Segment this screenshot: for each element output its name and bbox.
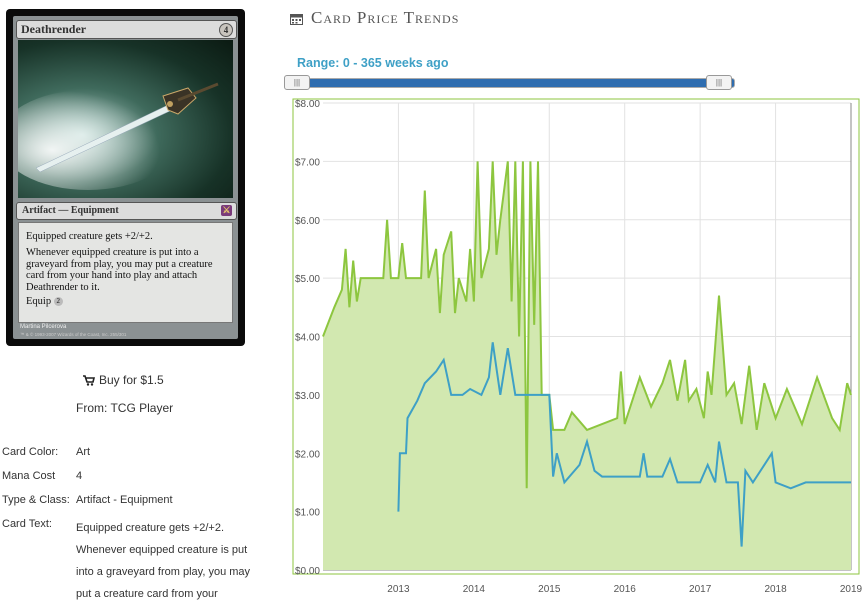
x-tick-label: 2018 — [764, 584, 787, 595]
card-color-value: Art — [76, 446, 91, 458]
x-tick-label: 2014 — [463, 584, 486, 595]
y-tick-label: $3.00 — [295, 391, 320, 402]
y-tick-label: $0.00 — [295, 566, 320, 577]
card-color-label: Card Color: — [2, 446, 59, 458]
card-name: Deathrender — [21, 22, 87, 36]
buy-label[interactable]: Buy for $1.5 — [99, 373, 164, 387]
chart-frame — [292, 98, 860, 575]
range-slider-handle-max[interactable]: ||| — [706, 75, 732, 90]
y-tick-label: $4.00 — [295, 333, 320, 344]
equip-label: Equip — [26, 296, 52, 307]
y-tick-label: $1.00 — [295, 508, 320, 519]
range-slider-handle-min[interactable]: ||| — [284, 75, 310, 90]
card-text-line1: Equipped creature gets +2/+2. — [26, 231, 153, 242]
set-symbol-icon: ⚔ — [221, 205, 232, 216]
price-trends-title-text: Card Price Trends — [311, 8, 460, 27]
y-tick-label: $2.00 — [295, 449, 320, 460]
series-blue-line — [397, 342, 851, 547]
buy-link[interactable]: Buy for $1.5 — [83, 373, 164, 387]
y-tick-label: $5.00 — [295, 274, 320, 285]
sword-art-icon — [18, 82, 219, 190]
calendar-icon — [290, 14, 303, 26]
x-tick-label: 2017 — [689, 584, 712, 595]
y-tick-label: $7.00 — [295, 157, 320, 168]
x-tick-label: 2019 — [840, 584, 863, 595]
card-text-box: Equipped creature gets +2/+2. Whenever e… — [18, 222, 233, 323]
buy-source: From: TCG Player — [76, 401, 174, 415]
card-type-bar: Artifact — Equipment ⚔ — [16, 202, 237, 220]
card-text-label: Card Text: — [2, 518, 52, 530]
series-green-area — [323, 161, 851, 570]
card-text-equip: Equip 2 — [19, 296, 63, 308]
y-tick-label: $6.00 — [295, 216, 320, 227]
type-class-label: Type & Class: — [2, 494, 70, 506]
mana-cost-label: Mana Cost — [2, 470, 56, 482]
x-tick-label: 2016 — [614, 584, 637, 595]
card-type-line: Artifact — Equipment — [22, 205, 119, 216]
type-class-value: Artifact - Equipment — [76, 494, 173, 506]
x-tick-label: 2013 — [387, 584, 410, 595]
equip-cost-symbol: 2 — [53, 297, 63, 307]
y-tick-label: $8.00 — [295, 99, 320, 110]
range-label: Range: 0 - 365 weeks ago — [297, 56, 449, 70]
card-text-line2: Whenever equipped creature is put into a… — [26, 247, 213, 293]
mana-symbol: 4 — [219, 23, 233, 37]
cart-icon — [83, 375, 95, 387]
x-tick-label: 2015 — [538, 584, 561, 595]
series-green-line — [322, 161, 852, 489]
card-legal: ™ & © 1993-2007 Wizards of the Coast, In… — [20, 332, 127, 337]
card-artist: Martina Pilcerova — [20, 324, 67, 330]
card-name-bar: Deathrender 4 — [16, 20, 237, 39]
card-image: Deathrender 4 Artifact — Equipment ⚔ Equ… — [6, 9, 245, 346]
card-text-value: Equipped creature gets +2/+2. Whenever e… — [76, 522, 251, 600]
price-trends-title: Card Price Trends — [290, 8, 459, 28]
range-slider[interactable]: ||| ||| — [284, 75, 735, 90]
mana-cost-value: 4 — [76, 470, 83, 482]
card-art — [18, 40, 233, 198]
